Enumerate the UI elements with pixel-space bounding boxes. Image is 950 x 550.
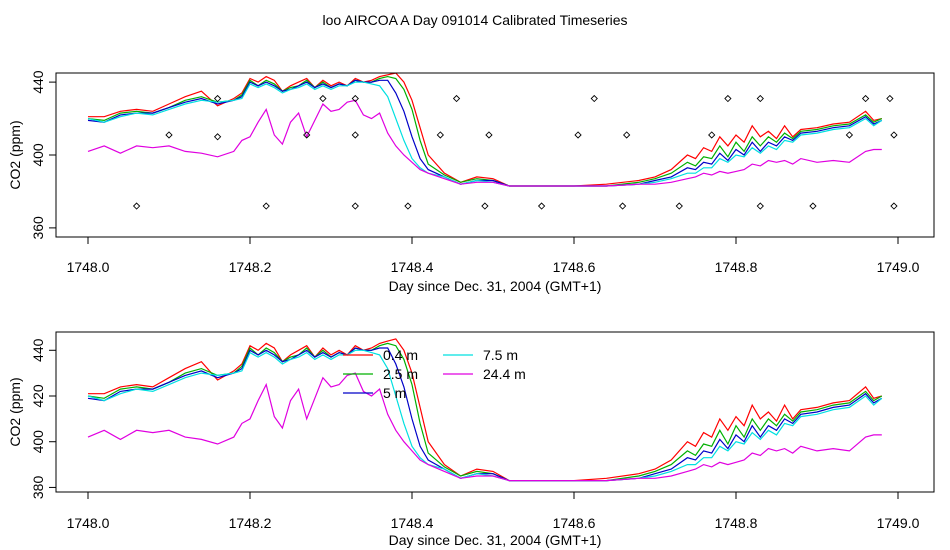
y-tick-label: 440 — [30, 70, 46, 94]
lower-axis-ticks: 1748.0 1748.2 1748.4 1748.6 1748.8 1749.0 380 4… — [30, 338, 920, 531]
series-line-2-5-m — [87, 342, 883, 482]
data-point-marker — [522, 243, 528, 249]
upper-panel: 1748.0 1748.2 1748.4 1748.6 1748.8 1749.0 360 4… — [7, 70, 935, 294]
data-point-marker — [213, 94, 222, 103]
series-line-cyan — [87, 81, 883, 187]
series-line-5-m — [87, 347, 883, 482]
x-tick-label: 1748.6 — [553, 259, 596, 275]
lower-plot-frame — [55, 331, 935, 493]
series-line-red — [88, 73, 882, 187]
data-point-marker — [481, 202, 489, 210]
data-point-marker — [351, 131, 359, 139]
data-point-marker — [351, 202, 359, 210]
y-tick-label: 400 — [30, 143, 46, 167]
series-line-24-4-m — [87, 372, 882, 482]
y-tick-label: 440 — [30, 338, 46, 362]
series-line-7-5-m — [87, 349, 883, 482]
data-point-marker — [675, 202, 683, 210]
x-tick-label: 1748.8 — [715, 515, 758, 531]
data-point-marker — [482, 243, 488, 249]
data-point-marker — [404, 202, 412, 210]
y-tick-label: 380 — [30, 476, 46, 500]
x-tick-label: 1748.4 — [391, 259, 434, 275]
data-point-marker — [251, 243, 257, 249]
upper-plot-lines — [87, 73, 901, 249]
x-tick-label: 1748.0 — [67, 259, 110, 275]
data-point-marker — [724, 94, 732, 103]
data-point-marker — [485, 131, 493, 139]
data-point-marker — [389, 243, 395, 249]
x-tick-label: 1748.4 — [391, 515, 434, 531]
data-point-marker — [620, 243, 626, 249]
data-point-marker — [574, 131, 582, 139]
upper-x-axis-label: Day since Dec. 31, 2004 (GMT+1) — [389, 278, 602, 294]
data-point-marker — [890, 131, 898, 139]
legend-label: 24.4 m — [483, 366, 526, 382]
data-point-marker — [351, 94, 359, 103]
data-point-marker — [452, 94, 461, 103]
data-point-marker — [753, 243, 759, 249]
data-point-marker — [623, 131, 631, 139]
y-tick-label: 420 — [30, 384, 46, 408]
data-point-marker — [262, 202, 270, 210]
upper-axis-ticks: 1748.0 1748.2 1748.4 1748.6 1748.8 1749.0 360 4… — [30, 70, 920, 275]
data-point-marker — [348, 243, 354, 249]
legend-label: 2.5 m — [383, 366, 418, 382]
data-point-marker — [117, 243, 123, 249]
x-tick-label: 1748.6 — [553, 515, 596, 531]
x-tick-label: 1748.2 — [229, 515, 272, 531]
figure-title: loo AIRCOA A Day 091014 Calibrated Times… — [322, 12, 627, 28]
upper-plot-frame — [55, 72, 935, 238]
series-line-green — [87, 75, 883, 187]
data-point-marker — [436, 131, 444, 139]
lower-plot-lines — [87, 338, 883, 482]
data-point-marker — [211, 243, 217, 249]
x-tick-label: 1748.2 — [229, 259, 272, 275]
lower-panel: 1748.0 1748.2 1748.4 1748.6 1748.8 1749.0 380 4… — [7, 331, 935, 548]
x-tick-label: 1749.0 — [877, 259, 920, 275]
x-tick-label: 1748.0 — [67, 515, 110, 531]
legend: 0.4 m 2.5 m 5 m 7.5 m 24.4 m — [343, 347, 526, 401]
data-point-marker — [895, 243, 901, 249]
data-point-marker — [319, 94, 327, 103]
data-point-marker — [590, 94, 598, 103]
y-tick-label: 400 — [30, 430, 46, 454]
data-point-marker — [618, 202, 627, 210]
series-line-magenta — [87, 99, 882, 187]
data-point-marker — [213, 133, 222, 141]
data-point-marker — [303, 131, 311, 139]
series-line-0-4-m — [88, 338, 882, 482]
data-point-marker — [886, 94, 894, 103]
data-point-marker — [809, 202, 817, 210]
data-point-marker — [890, 202, 898, 210]
series-line-blue — [87, 79, 883, 187]
data-point-marker — [756, 94, 764, 103]
data-point-marker — [165, 131, 173, 139]
y-tick-label: 360 — [30, 216, 46, 240]
data-point-marker — [756, 202, 764, 210]
lower-x-axis-label: Day since Dec. 31, 2004 (GMT+1) — [389, 532, 602, 548]
legend-label: 0.4 m — [383, 347, 418, 363]
data-point-marker — [132, 202, 141, 210]
data-point-marker — [845, 131, 854, 139]
x-tick-label: 1749.0 — [877, 515, 920, 531]
x-tick-label: 1748.8 — [715, 259, 758, 275]
data-point-marker — [708, 131, 716, 139]
data-point-marker — [861, 94, 870, 103]
legend-label: 7.5 m — [483, 347, 518, 363]
data-point-marker — [537, 202, 546, 210]
lower-y-axis-label: CO2 (ppm) — [7, 377, 23, 446]
upper-y-axis-label: CO2 (ppm) — [7, 120, 23, 189]
data-point-marker — [656, 243, 662, 249]
data-point-marker — [794, 243, 800, 249]
legend-label: 5 m — [383, 385, 406, 401]
